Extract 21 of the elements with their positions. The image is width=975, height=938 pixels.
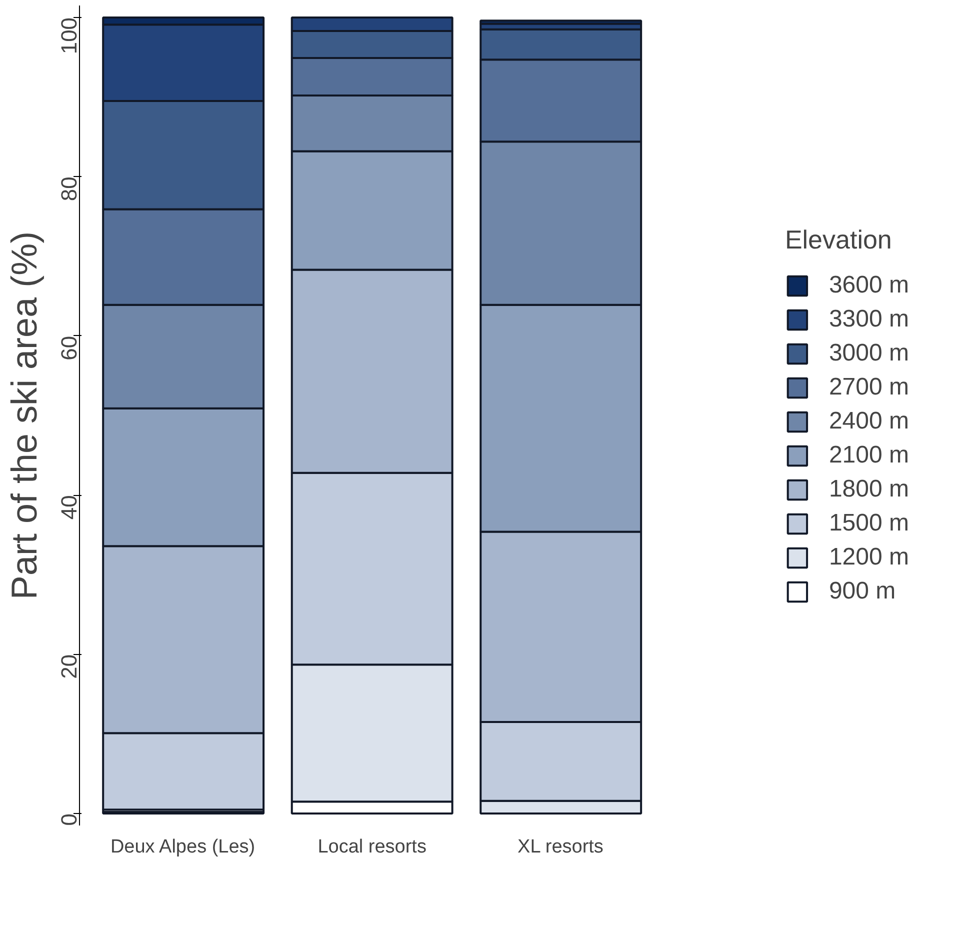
x-tick-label: XL resorts [518,836,604,858]
x-tick-label: Deux Alpes (Les) [110,836,256,858]
legend-label: 3300 m [828,306,909,334]
x-tick-label: Local resorts [318,836,426,858]
legend-label: 2400 m [828,408,909,436]
legend-label: 1200 m [828,544,909,572]
y-axis-title: Part of the ski area (%) [4,231,44,600]
y-tick-label: 40 [56,495,82,520]
legend-label: 2700 m [828,374,909,402]
legend-label: 3000 m [828,340,909,368]
legend-label: 3600 m [828,272,909,300]
legend-label: 1500 m [828,510,909,538]
y-tick-label: 100 [56,17,82,54]
legend-label: 1800 m [828,476,909,504]
y-tick-label: 0 [56,814,82,826]
legend-title: Elevation [784,224,893,256]
legend-label: 900 m [828,578,896,606]
y-tick-label: 80 [56,176,82,202]
legend-label: 2100 m [828,442,909,470]
y-tick-label: 60 [56,336,82,360]
y-tick-label: 20 [56,654,82,679]
